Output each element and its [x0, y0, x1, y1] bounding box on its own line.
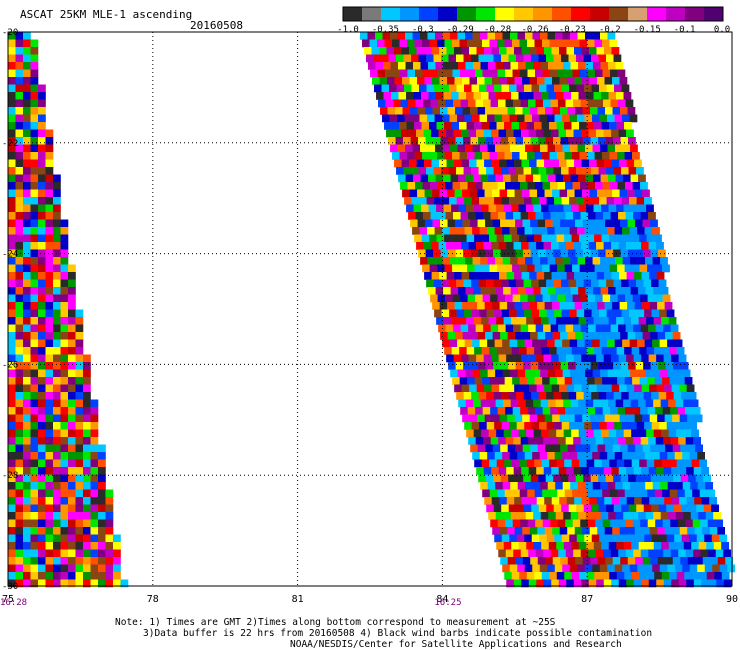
lon-tick-label: 81 [292, 594, 304, 605]
colorbar-label: -0.15 [633, 25, 661, 35]
lon-tick-label: 84 [436, 594, 448, 605]
colorbar-swatch [590, 7, 610, 21]
time-label: 16:28 [0, 598, 28, 608]
colorbar-swatch [666, 7, 686, 21]
data-cells [8, 32, 736, 588]
lon-tick-label: 87 [581, 594, 593, 605]
colorbar-swatch [400, 7, 420, 21]
color-scale-bar [342, 6, 724, 22]
colorbar-swatch [495, 7, 515, 21]
colorbar-label: -0.1 [673, 25, 696, 35]
lon-tick-label: 90 [726, 594, 738, 605]
colorbar-swatch [362, 7, 382, 21]
colorbar-label: 0.0 [713, 25, 731, 35]
colorbar-swatch [704, 7, 724, 21]
colorbar-label: -0.23 [558, 25, 586, 35]
note-line-1: Note: 1) Times are GMT 2)Times along bot… [115, 617, 556, 628]
colorbar-label: -0.28 [484, 25, 512, 35]
note-line-2: 3)Data buffer is 22 hrs from 20160508 4)… [143, 628, 653, 639]
lat-tick-label: -30 [2, 582, 18, 592]
colorbar-swatch [457, 7, 477, 21]
colorbar-swatch [647, 7, 667, 21]
product-title: ASCAT 25KM MLE-1 ascending [20, 8, 193, 21]
colorbar-swatch [476, 7, 496, 21]
colorbar-label: -0.26 [521, 25, 549, 35]
product-date: 20160508 [190, 19, 243, 32]
lat-tick-label: -22 [2, 139, 18, 149]
colorbar-label: -0.2 [598, 25, 621, 35]
colorbar-label: -0.3 [411, 25, 434, 35]
time-label: 16:25 [434, 598, 462, 608]
colorbar-swatch [685, 7, 705, 21]
lat-tick-label: -26 [2, 360, 18, 370]
colorbar-swatch [343, 7, 363, 21]
colorbar-label: -0.35 [371, 25, 399, 35]
colorbar-swatch [571, 7, 591, 21]
colorbar-frame [342, 6, 724, 22]
colorbar-swatch [419, 7, 439, 21]
map-frame [7, 31, 733, 587]
colorbar-swatch [552, 7, 572, 21]
colorbar-swatch [514, 7, 534, 21]
lat-tick-label: -20 [2, 28, 18, 38]
colorbar-label: -0.29 [446, 25, 474, 35]
lon-tick-label: 78 [147, 594, 159, 605]
colorbar-swatch [438, 7, 458, 21]
lat-tick-label: -28 [2, 471, 18, 481]
lat-tick-label: -24 [2, 250, 18, 260]
color-scale-labels: -1.0 -0.35 -0.3 -0.29 -0.28 -0.26 -0.23 -0.2 -0.… [330, 25, 730, 39]
colorbar-swatch [609, 7, 629, 21]
colorbar-swatch [628, 7, 648, 21]
note-line-3: NOAA/NESDIS/Center for Satellite Applica… [290, 639, 622, 650]
colorbar-swatch [533, 7, 553, 21]
colorbar-swatch [381, 7, 401, 21]
swath-map: 75 78 81 84 87 90 -20 -22 -24 -26 -28 -30 [2, 28, 738, 605]
lon-tick-label: 75 [2, 594, 14, 605]
colorbar-label: -1.0 [337, 25, 359, 35]
